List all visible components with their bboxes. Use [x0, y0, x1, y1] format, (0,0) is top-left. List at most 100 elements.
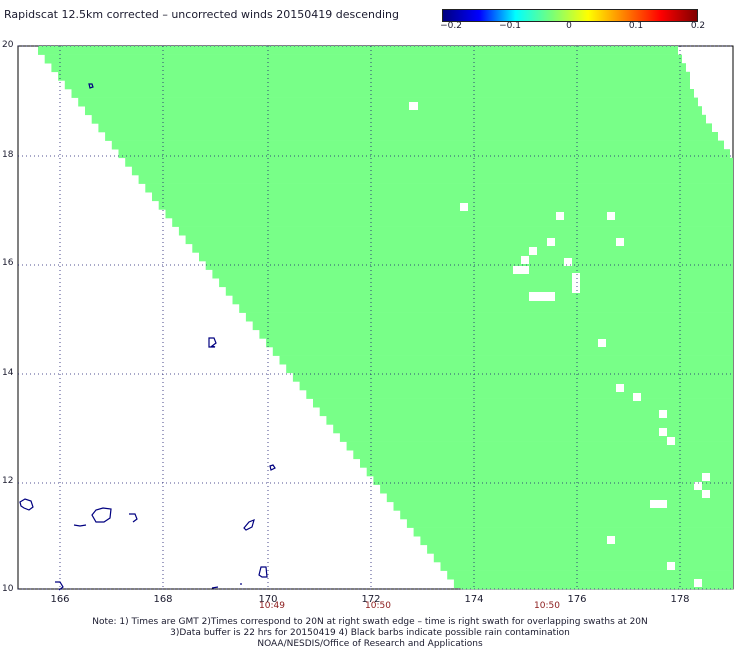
missing-cell: [667, 562, 675, 570]
lat-label: 18: [2, 150, 14, 160]
swath-row: [64, 80, 691, 90]
swath-row: [259, 329, 733, 339]
colorbar-tick-label: 0.1: [628, 21, 644, 31]
swath-row: [427, 544, 733, 554]
swath-row: [38, 46, 678, 55]
missing-cell: [556, 212, 564, 220]
footnote-line: Note: 1) Times are GMT 2)Times correspon…: [92, 617, 648, 627]
island-outline: [88, 83, 94, 89]
swath-row: [145, 183, 734, 193]
missing-cell: [667, 437, 675, 445]
island-outline: [19, 498, 34, 511]
swath-row: [225, 286, 734, 296]
swath-row: [125, 157, 733, 167]
lon-label: 172: [361, 594, 381, 605]
swath-row: [400, 510, 733, 520]
lat-label: 12: [2, 476, 14, 486]
swath-row: [138, 175, 734, 184]
swath-row: [105, 132, 719, 141]
swath-row: [386, 493, 733, 503]
swath-row: [279, 355, 733, 365]
pass-time-label: 10:49: [259, 601, 285, 611]
missing-cell: [616, 384, 624, 392]
swath-row: [152, 192, 733, 202]
missing-cell: [659, 428, 667, 436]
lon-label: 168: [153, 594, 173, 605]
island-outline: [129, 513, 138, 523]
colorbar-tick-label: −0.2: [440, 21, 462, 31]
swath-row: [252, 321, 733, 331]
swath-coverage: [38, 46, 734, 590]
swath-row: [413, 527, 733, 537]
swath-row: [205, 261, 733, 270]
swath-row: [393, 501, 733, 511]
missing-cell: [650, 500, 667, 508]
swath-row: [313, 398, 733, 408]
swath-row: [433, 553, 733, 563]
swath-row: [380, 484, 733, 494]
swath-row: [199, 252, 733, 262]
footnote-line: 3)Data buffer is 22 hrs for 20150419 4) …: [170, 628, 570, 638]
swath-row: [319, 407, 733, 417]
missing-cell: [598, 339, 606, 347]
island-outline: [208, 337, 217, 348]
swath-row: [118, 149, 730, 159]
swath-row: [71, 89, 694, 98]
swath-row: [239, 304, 733, 313]
missing-cell: [529, 247, 537, 255]
missing-cell: [513, 266, 529, 274]
island-outline: [269, 464, 276, 471]
missing-cell: [547, 238, 555, 246]
lat-label: 14: [2, 368, 14, 378]
swath-row: [185, 235, 734, 245]
missing-cell: [694, 482, 702, 490]
map-title: Rapidscat 12.5km corrected – uncorrected…: [4, 8, 400, 21]
lat-label: 16: [2, 258, 14, 268]
colorbar-tick-label: 0: [566, 21, 572, 31]
swath-row: [453, 579, 733, 589]
missing-cell: [607, 536, 615, 544]
footnote-line: NOAA/NESDIS/Office of Research and Appli…: [257, 639, 483, 649]
missing-cell: [460, 203, 468, 211]
missing-cell: [702, 473, 710, 481]
swath-row: [172, 218, 733, 227]
island-outline: [211, 586, 219, 589]
swath-row: [272, 347, 733, 356]
swath-row: [78, 97, 698, 107]
swath-row: [91, 114, 706, 124]
missing-cell: [409, 102, 418, 110]
swath-row: [245, 312, 733, 322]
swath-row: [440, 562, 733, 571]
missing-cell: [616, 238, 624, 246]
lon-label: 174: [464, 594, 484, 605]
island-outline: [73, 524, 87, 527]
island-outline: [243, 518, 255, 531]
data-gaps: [409, 102, 710, 587]
swath-row: [232, 295, 733, 305]
swath-row: [306, 390, 733, 399]
swath-row: [219, 278, 734, 288]
colorbar-tick-label: −0.1: [499, 21, 521, 31]
swath-row: [158, 200, 733, 210]
lat-label: 10: [2, 584, 14, 594]
island-outline: [91, 507, 112, 523]
swath-row: [360, 458, 733, 468]
colorbar-tick-label: 0.2: [690, 21, 706, 31]
missing-cell: [694, 579, 702, 587]
swath-row: [98, 123, 712, 133]
missing-cell: [572, 273, 580, 281]
swath-row: [326, 415, 733, 425]
coastlines: [19, 83, 276, 591]
pass-time-label: 10:50: [365, 601, 391, 611]
lon-label: 178: [670, 594, 690, 605]
swath-row: [333, 424, 733, 434]
island-outline: [258, 566, 268, 578]
swath-row: [373, 476, 733, 485]
swath-row: [192, 243, 734, 253]
missing-cell: [521, 256, 529, 264]
graticule: [18, 45, 733, 590]
missing-cell: [529, 292, 555, 301]
missing-cell: [633, 393, 641, 401]
missing-cell: [659, 410, 667, 418]
